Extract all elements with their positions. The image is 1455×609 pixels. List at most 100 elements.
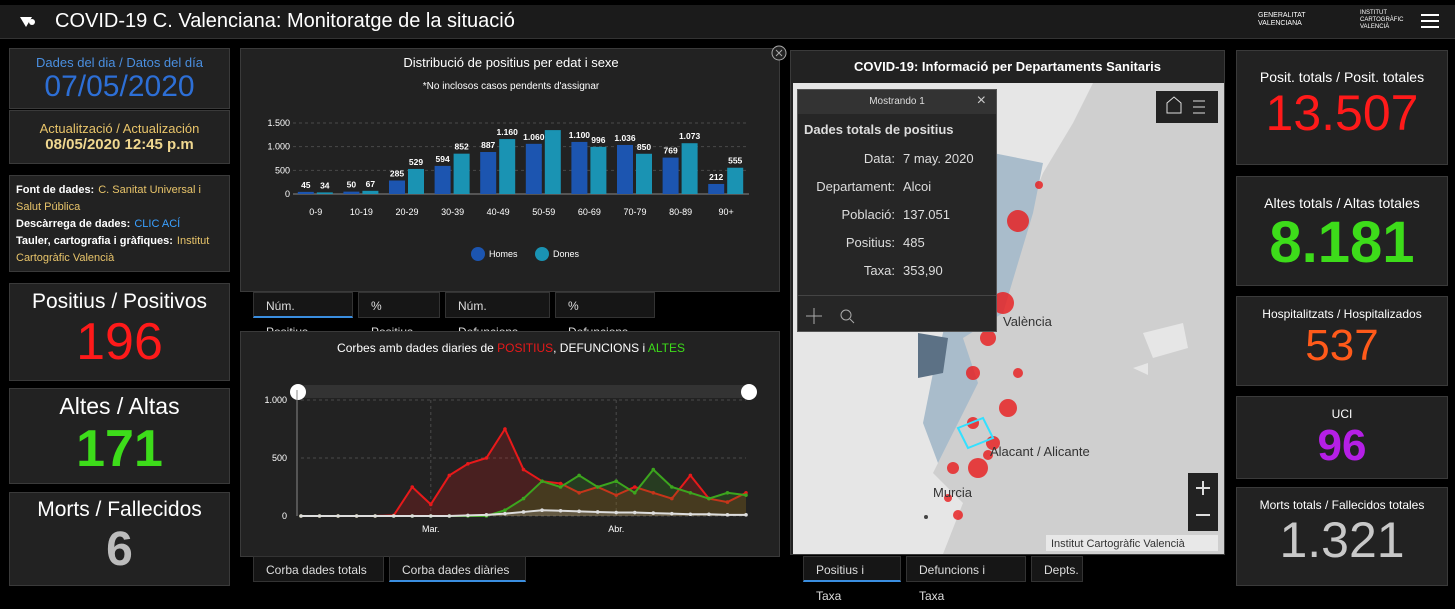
value: 96: [1317, 421, 1367, 470]
tab[interactable]: Positius i Taxa: [803, 556, 901, 603]
series-point: [688, 473, 693, 478]
series-point: [577, 473, 581, 478]
tab[interactable]: Corba dades totals: [253, 556, 384, 582]
title-part: ALTES: [648, 341, 685, 355]
data-label: 212: [709, 172, 723, 182]
row-value: 7 may. 2020: [903, 151, 974, 166]
label: Morts totals / Fallecidos totales: [1259, 498, 1425, 512]
stat-box: UCI 96: [1236, 396, 1448, 479]
y-tick-label: 500: [272, 453, 287, 463]
series-point: [410, 485, 415, 489]
series-point: [651, 467, 656, 472]
source-row: Descàrrega de dades: CLIC ACÍ: [16, 216, 223, 233]
data-label: 1.160: [497, 127, 519, 137]
label: Altes totals / Altas totales: [1264, 195, 1420, 211]
y-tick-label: 1.000: [267, 142, 290, 152]
value: 537: [1305, 321, 1379, 370]
data-label: 555: [728, 156, 742, 166]
x-tick-label: 30-39: [441, 207, 464, 217]
bar: [571, 141, 588, 194]
series-point: [632, 510, 637, 515]
slider-track[interactable]: [298, 385, 749, 398]
data-label: 67: [366, 179, 376, 189]
tab[interactable]: % Positius: [358, 292, 440, 339]
series-point: [503, 511, 507, 516]
x-tick-label: 50-59: [532, 207, 555, 217]
tab[interactable]: Núm. Positius: [253, 292, 353, 339]
series-point: [558, 481, 563, 486]
logo-text: GENERALITAT: [1258, 12, 1306, 19]
value: 8.181: [1269, 210, 1415, 275]
legend-label: Homes: [489, 249, 518, 259]
bar: [636, 153, 652, 194]
row-label: Població:: [841, 207, 895, 222]
stat-box: Posit. totals / Posit. totales 13.507: [1236, 50, 1448, 165]
data-label: 1.073: [679, 131, 701, 141]
legend-swatch: [471, 247, 485, 261]
bar: [499, 139, 516, 194]
source-label: Descàrrega de dades:: [16, 218, 131, 230]
tab[interactable]: Núm. Defuncions: [445, 292, 550, 339]
slider-handle[interactable]: [741, 384, 757, 400]
source-value[interactable]: CLIC ACÍ: [134, 218, 181, 230]
label: Dades del dia / Datos del día: [36, 55, 203, 70]
stat-box: Altes totals / Altas totales 8.181: [1236, 176, 1448, 286]
bar: [590, 146, 607, 194]
value: 1.321: [1279, 512, 1405, 568]
sources-box: Font de dades: C. Sanitat Universal i Sal…: [9, 175, 230, 272]
x-tick-label: 80-89: [669, 207, 692, 217]
stat-box: Positius / Positivos 196: [9, 283, 230, 381]
series-point: [651, 511, 656, 515]
series-point: [447, 473, 452, 478]
series-point: [725, 491, 730, 495]
popup-row: Taxa: 353,90: [798, 257, 996, 285]
tab[interactable]: % Defuncions: [555, 292, 655, 339]
series-point: [447, 514, 452, 518]
close-button[interactable]: ×: [976, 92, 986, 109]
data-label: 529: [409, 157, 423, 167]
popup-row: Data: 7 may. 2020: [798, 145, 996, 173]
tab[interactable]: Defuncions i Taxa: [906, 556, 1026, 603]
label: Posit. totals / Posit. totales: [1259, 69, 1425, 85]
y-tick-label: 1.500: [267, 118, 290, 128]
series-point: [410, 514, 415, 518]
expand-icon[interactable]: [770, 44, 788, 62]
source-label: Tauler, cartografia i gràfiques:: [16, 235, 173, 247]
stat-box: Altes / Altas 171: [9, 388, 230, 484]
series-point: [391, 514, 396, 518]
bar: [316, 192, 333, 194]
series-point: [336, 514, 340, 518]
stat-box: Hospitalitzats / Hospitalizados 537: [1236, 296, 1448, 386]
label: Hospitalitzats / Hospitalizados: [1262, 307, 1422, 321]
series-point: [558, 485, 563, 489]
value: 6: [106, 523, 133, 576]
y-tick-label: 0: [285, 189, 290, 199]
x-tick-label: Mar.: [422, 524, 440, 534]
legend-label: Dones: [553, 249, 580, 259]
hamburger[interactable]: [1420, 12, 1440, 30]
popup-row: Població: 137.051: [798, 201, 996, 229]
series-point: [466, 462, 470, 466]
tab[interactable]: Depts.: [1031, 556, 1083, 582]
series-point: [299, 514, 303, 518]
slider-handle[interactable]: [290, 384, 306, 400]
series-point: [354, 514, 359, 518]
menu-icon[interactable]: [18, 14, 38, 30]
chart-title: Distribució de positius per edat i sexe: [403, 55, 618, 70]
data-label: 50: [347, 180, 357, 190]
bar: [544, 130, 561, 194]
line-chart: Corbes amb dades diaries de POSITIUS, DE…: [240, 331, 780, 557]
tab[interactable]: Corba dades diàries: [389, 556, 526, 582]
dashboard: COVID-19 C. Valenciana: Monitoratge de l…: [0, 5, 1455, 603]
popup-header: Mostrando 1: [798, 90, 996, 114]
chart-subtitle: *No inclosos casos pendents d'assignar: [423, 81, 600, 92]
series-point: [725, 500, 730, 504]
row-label: Positius:: [845, 235, 895, 250]
map-label: Alacant / Alicante: [990, 444, 1090, 459]
update-box: Actualització / Actualización 08/05/2020…: [9, 110, 230, 164]
x-tick-label: 40-49: [487, 207, 510, 217]
series-point: [614, 479, 619, 483]
label: Altes / Altas: [59, 393, 180, 419]
title-part: , DEFUNCIONS i: [553, 341, 648, 355]
legend-swatch: [535, 247, 549, 261]
